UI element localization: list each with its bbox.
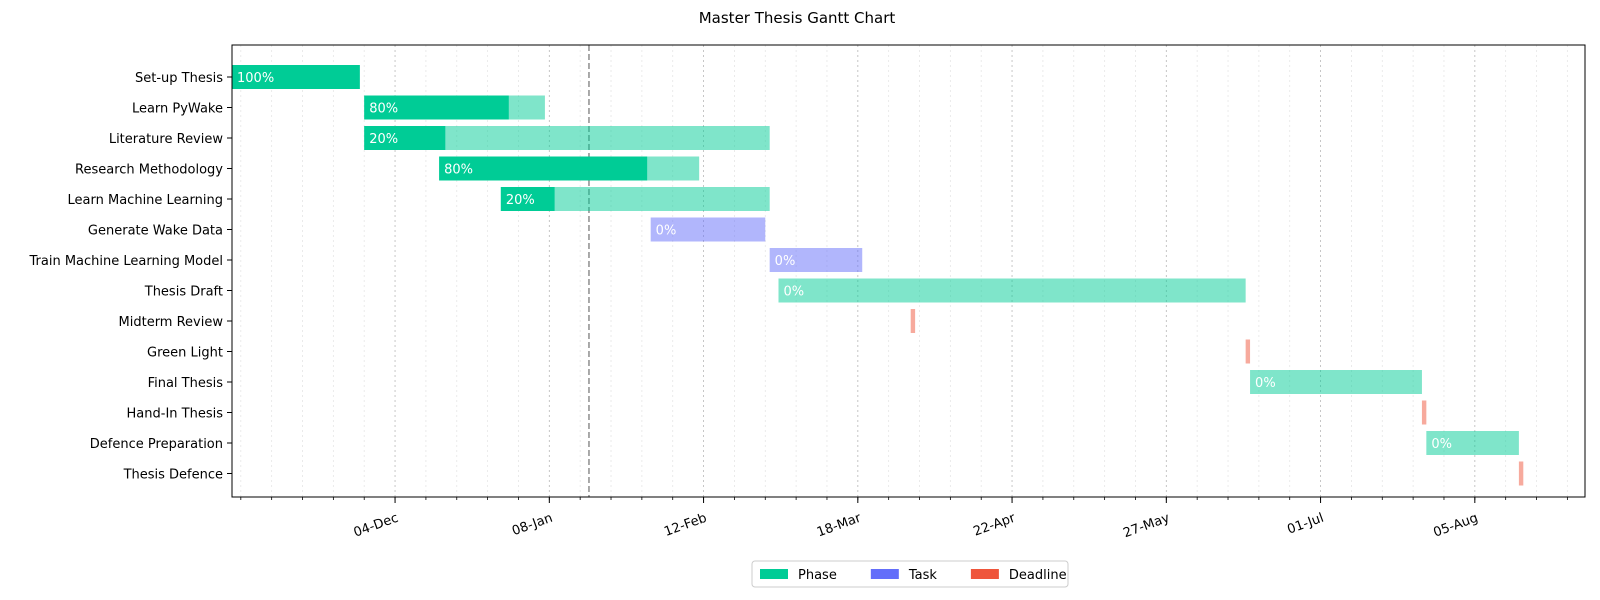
legend-swatch bbox=[760, 569, 788, 579]
task-bar-completed bbox=[500, 187, 555, 211]
task-completion-label: 80% bbox=[369, 102, 398, 117]
task-bar-group bbox=[1518, 461, 1524, 486]
task-bar-remaining bbox=[910, 309, 916, 333]
task-name-label: Defence Preparation bbox=[90, 437, 223, 452]
task-bar-remaining bbox=[1426, 431, 1519, 455]
task-bar-remaining bbox=[778, 278, 1246, 303]
x-tick-label: 04-Dec bbox=[352, 511, 401, 541]
task-completion-label: 0% bbox=[775, 254, 796, 269]
task-bar-group: 80% bbox=[364, 95, 545, 120]
task-name-label: Final Thesis bbox=[148, 376, 224, 391]
legend: Phase Task Deadline bbox=[751, 560, 1069, 588]
task-bar-remaining bbox=[769, 248, 863, 272]
task-bar-group: 0% bbox=[1426, 431, 1519, 455]
x-tick-label: 27-May bbox=[1121, 511, 1172, 542]
task-completion-label: 0% bbox=[1255, 376, 1276, 391]
x-tick-label: 05-Aug bbox=[1432, 511, 1481, 541]
task-bar-group: 0% bbox=[778, 278, 1246, 303]
x-tick-label: 22-Apr bbox=[971, 510, 1018, 539]
task-completion-label: 20% bbox=[506, 193, 535, 208]
task-bar-completed bbox=[364, 126, 446, 150]
x-tick-label: 01-Jul bbox=[1285, 511, 1326, 538]
task-bar-group bbox=[910, 309, 916, 333]
task-completion-label: 20% bbox=[369, 132, 398, 147]
x-tick-label: 08-Jan bbox=[510, 511, 555, 539]
task-bar-completed bbox=[439, 156, 648, 181]
task-name-label: Literature Review bbox=[109, 132, 224, 147]
bars: 100% 80% 20% 80% 20% 0% 0% 0% 0% 0% bbox=[232, 65, 1524, 486]
legend-swatch bbox=[870, 569, 899, 579]
task-name-label: Thesis Draft bbox=[144, 285, 223, 300]
task-bar-remaining bbox=[1518, 461, 1524, 486]
chart-title: Master Thesis Gantt Chart bbox=[699, 9, 896, 27]
task-bar-remaining bbox=[1421, 400, 1427, 425]
task-bar-group bbox=[1421, 400, 1427, 425]
legend-frame bbox=[751, 560, 1069, 588]
task-completion-label: 0% bbox=[783, 285, 804, 300]
task-bar-remaining bbox=[1245, 339, 1251, 364]
task-name-label: Learn PyWake bbox=[132, 102, 223, 117]
task-completion-label: 80% bbox=[444, 163, 473, 178]
task-bar-remaining bbox=[1250, 370, 1422, 394]
plot-frame bbox=[231, 44, 1586, 498]
legend-label: Phase bbox=[798, 568, 837, 583]
x-axis: 04-Dec 08-Jan 12-Feb 18-Mar 22-Apr 27-May 01-J… bbox=[240, 497, 1568, 542]
legend-label: Deadline bbox=[1009, 568, 1067, 583]
x-tick-label: 12-Feb bbox=[662, 511, 709, 540]
task-name-label: Learn Machine Learning bbox=[68, 193, 223, 208]
task-bar-group: 80% bbox=[439, 156, 700, 181]
task-bar-group: 20% bbox=[364, 126, 770, 150]
task-completion-label: 0% bbox=[656, 224, 677, 239]
x-tick-label: 18-Mar bbox=[815, 510, 864, 540]
task-name-label: Hand-In Thesis bbox=[127, 407, 224, 422]
task-name-label: Thesis Defence bbox=[123, 468, 223, 483]
task-bar-group bbox=[1245, 339, 1251, 364]
task-name-label: Green Light bbox=[147, 346, 223, 361]
task-bar-group: 0% bbox=[1250, 370, 1422, 394]
task-name-label: Research Methodology bbox=[75, 163, 223, 178]
task-bar-group: 100% bbox=[232, 65, 360, 89]
task-name-label: Midterm Review bbox=[119, 315, 224, 330]
legend-label: Task bbox=[908, 568, 938, 583]
task-name-label: Set-up Thesis bbox=[135, 71, 223, 86]
task-labels: Set-up Thesis Learn PyWake Literature Revi… bbox=[29, 71, 232, 483]
task-bar-group: 20% bbox=[500, 187, 770, 211]
task-bar-completed bbox=[364, 95, 509, 120]
grid bbox=[240, 45, 1568, 497]
task-name-label: Generate Wake Data bbox=[88, 224, 223, 239]
task-name-label: Train Machine Learning Model bbox=[29, 254, 223, 269]
task-bar-completed bbox=[232, 65, 360, 89]
task-bar-group: 0% bbox=[769, 248, 863, 272]
task-bar-remaining bbox=[650, 217, 766, 242]
task-completion-label: 0% bbox=[1431, 437, 1452, 452]
legend-swatch bbox=[970, 569, 999, 579]
task-bar-group: 0% bbox=[650, 217, 766, 242]
task-completion-label: 100% bbox=[237, 71, 274, 86]
